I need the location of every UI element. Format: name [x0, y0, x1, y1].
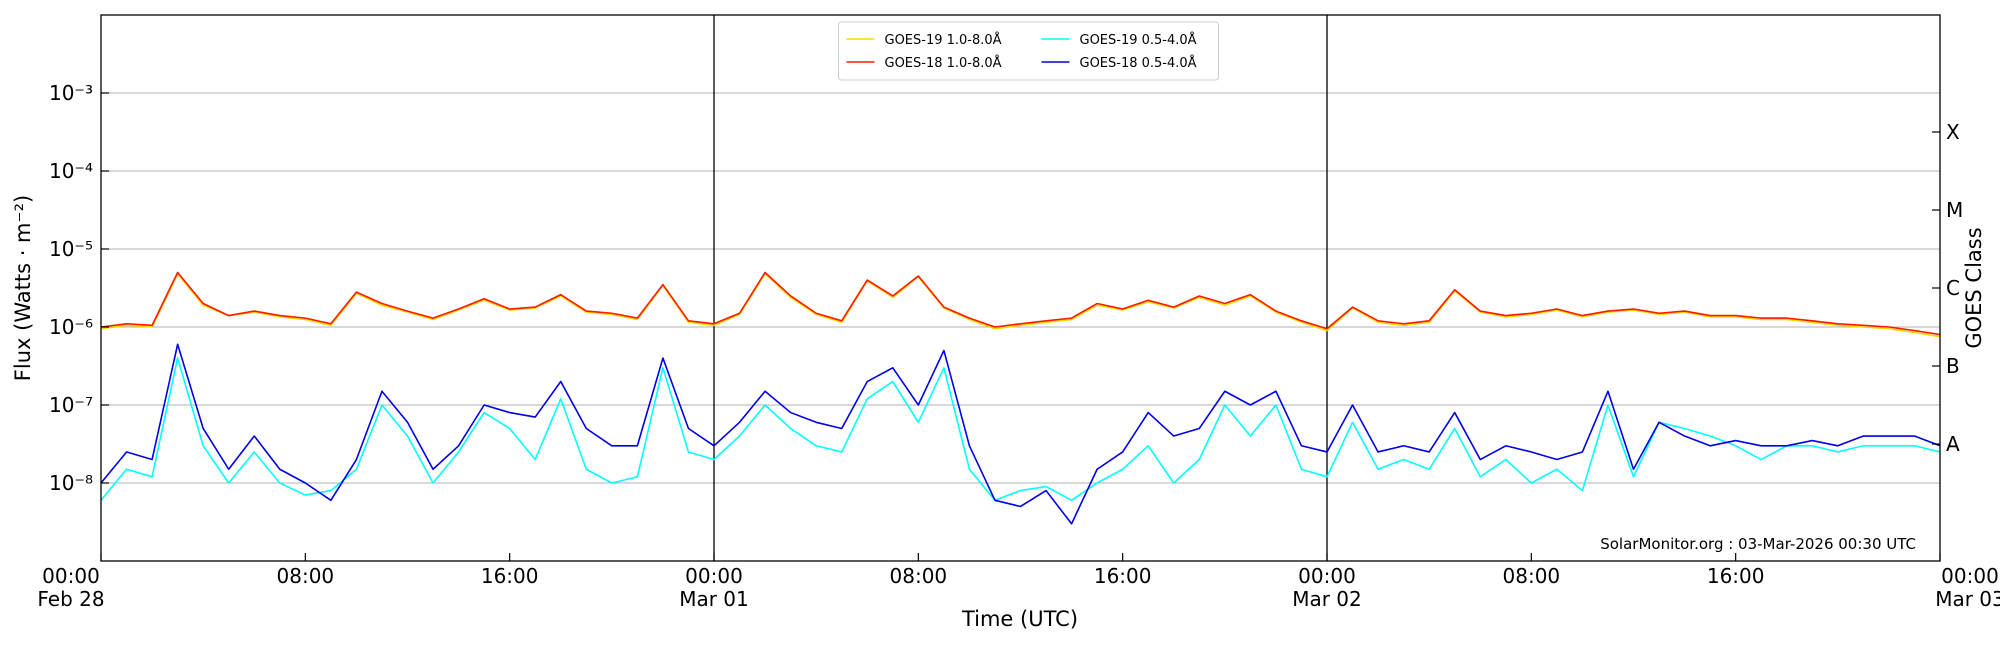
plot-lines	[101, 271, 1940, 525]
y2-tick-label: C	[1946, 276, 1960, 300]
series-line	[101, 273, 1940, 338]
legend-label: GOES-18 1.0-8.0Å	[885, 55, 1002, 71]
series-line	[101, 271, 1940, 336]
x-tick-label: 00:00 Feb 28	[37, 564, 104, 611]
x-axis-label: Time (UTC)	[961, 607, 1078, 631]
x-tick-label: 08:00	[1503, 564, 1561, 588]
legend-label: GOES-19 0.5-4.0Å	[1080, 32, 1197, 48]
x-tick-label: 00:00 Mar 02	[1292, 564, 1362, 611]
y2-tick-label: A	[1946, 432, 1960, 456]
legend-label: GOES-19 1.0-8.0Å	[885, 32, 1002, 48]
y-axis-label: Flux (Watts · m⁻²)	[11, 195, 35, 381]
y2-tick-label: M	[1946, 198, 1963, 222]
x-tick-label: 00:00 Mar 03	[1935, 564, 2000, 611]
axes: 10⁻⁸ 10⁻⁷ 10⁻⁶ 10⁻⁵ 10⁻⁴ 10⁻³ A B C M X 00:00 Feb 28…	[37, 81, 2000, 611]
legend-box	[838, 21, 1219, 81]
y-tick-label: 10⁻³	[49, 81, 93, 105]
x-tick-label: 00:00 Mar 01	[679, 564, 749, 611]
y-tick-label: 10⁻⁵	[49, 237, 93, 261]
y2-tick-label: B	[1946, 354, 1960, 378]
y-tick-label: 10⁻⁸	[49, 471, 93, 495]
series-line	[101, 343, 1940, 525]
annotation: SolarMonitor.org : 03-Mar-2026 00:30 UTC	[1600, 535, 1916, 553]
y-tick-label: 10⁻⁷	[49, 393, 93, 417]
x-tick-label: 08:00	[890, 564, 948, 588]
legend: GOES-19 1.0-8.0Å GOES-18 1.0-8.0Å GOES-19 …	[838, 21, 1219, 81]
legend-label: GOES-18 0.5-4.0Å	[1080, 55, 1197, 71]
y2-tick-label: X	[1946, 120, 1960, 144]
x-tick-label: 16:00	[481, 564, 539, 588]
grid	[101, 15, 1940, 561]
series-line	[101, 357, 1940, 502]
x-tick-label: 16:00	[1094, 564, 1152, 588]
x-tick-label: 08:00	[277, 564, 335, 588]
y2-axis-label: GOES Class	[1962, 227, 1986, 348]
x-tick-label: 16:00	[1707, 564, 1765, 588]
y-tick-label: 10⁻⁶	[49, 315, 93, 339]
y-tick-label: 10⁻⁴	[49, 159, 93, 183]
